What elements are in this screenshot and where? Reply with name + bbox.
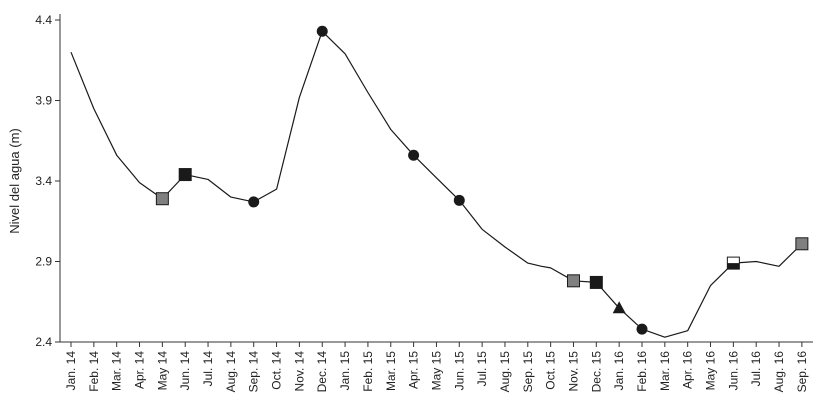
x-tick-label: Jul. 14 — [201, 351, 215, 387]
data-point-square — [795, 237, 809, 251]
x-tick-label: Nov. 15 — [566, 351, 580, 392]
x-tick-label: Nov. 14 — [292, 351, 306, 392]
x-tick-label: Jun. 15 — [452, 351, 466, 391]
data-point-circle — [248, 196, 260, 208]
x-tick-label: Sep. 14 — [247, 351, 261, 393]
x-tick-label: Jan. 15 — [338, 351, 352, 391]
x-tick-label: Jan. 14 — [64, 351, 78, 391]
x-tick-label: May 16 — [704, 351, 718, 391]
x-tick-label: Jun. 14 — [178, 351, 192, 391]
data-point-circle — [408, 149, 420, 161]
y-tick-label: 3.4 — [35, 174, 52, 188]
x-tick-label: Mar. 15 — [384, 351, 398, 391]
y-tick-label: 3.9 — [35, 94, 52, 108]
x-tick-label: Apr. 16 — [681, 351, 695, 389]
y-axis: 2.4 2.9 3.4 3.9 4.4 — [35, 13, 61, 349]
x-tick-label: Mar. 16 — [658, 351, 672, 391]
x-tick-label: Sep. 15 — [521, 351, 535, 393]
x-tick-label: Jan. 16 — [612, 351, 626, 391]
data-point-square — [589, 275, 603, 289]
data-point-circle — [453, 194, 465, 206]
data-point-circle — [316, 25, 328, 37]
x-tick-label: Feb. 15 — [361, 351, 375, 392]
x-tick-label: Jun. 16 — [726, 351, 740, 391]
half-square-bottom — [727, 263, 740, 270]
x-tick-label: Oct. 15 — [544, 351, 558, 390]
x-tick-label: Aug. 16 — [772, 351, 786, 393]
data-point-circle — [636, 323, 648, 335]
x-tick-label: Dec. 14 — [315, 351, 329, 393]
x-tick-label: Feb. 14 — [87, 351, 101, 392]
data-point-half-square — [726, 256, 740, 270]
x-tick-label: May 15 — [429, 351, 443, 391]
x-tick-label: Apr. 14 — [133, 351, 147, 389]
x-tick-label: May 14 — [155, 351, 169, 391]
data-point-triangle — [612, 301, 626, 314]
data-point-square — [178, 168, 192, 182]
x-tick-label: Dec. 15 — [589, 351, 603, 393]
y-tick-label: 4.4 — [35, 13, 52, 27]
x-axis: Jan. 14 Feb. 14 Mar. 14 Apr. 14 May 14 Jun. 1… — [60, 341, 813, 393]
data-point-square — [155, 192, 169, 206]
x-tick-label: Oct. 14 — [270, 351, 284, 390]
x-tick-label: Aug. 15 — [498, 351, 512, 393]
x-tick-label: Feb. 16 — [635, 351, 649, 392]
y-tick-label: 2.4 — [35, 335, 52, 349]
x-tick-label: Sep. 16 — [795, 351, 809, 393]
data-point-square — [566, 274, 580, 288]
x-tick-label: Jul. 16 — [749, 351, 763, 387]
marker-group — [155, 25, 809, 335]
series-water-level — [70, 30, 803, 338]
x-tick-label: Aug. 14 — [224, 351, 238, 393]
x-tick-label: Apr. 15 — [407, 351, 421, 389]
y-axis-title: Nivel del agua (m) — [7, 128, 22, 234]
y-tick-label: 2.9 — [35, 255, 52, 269]
x-tick-label: Jul. 15 — [475, 351, 489, 387]
x-tick-label: Mar. 14 — [110, 351, 124, 391]
series-line — [70, 30, 803, 338]
